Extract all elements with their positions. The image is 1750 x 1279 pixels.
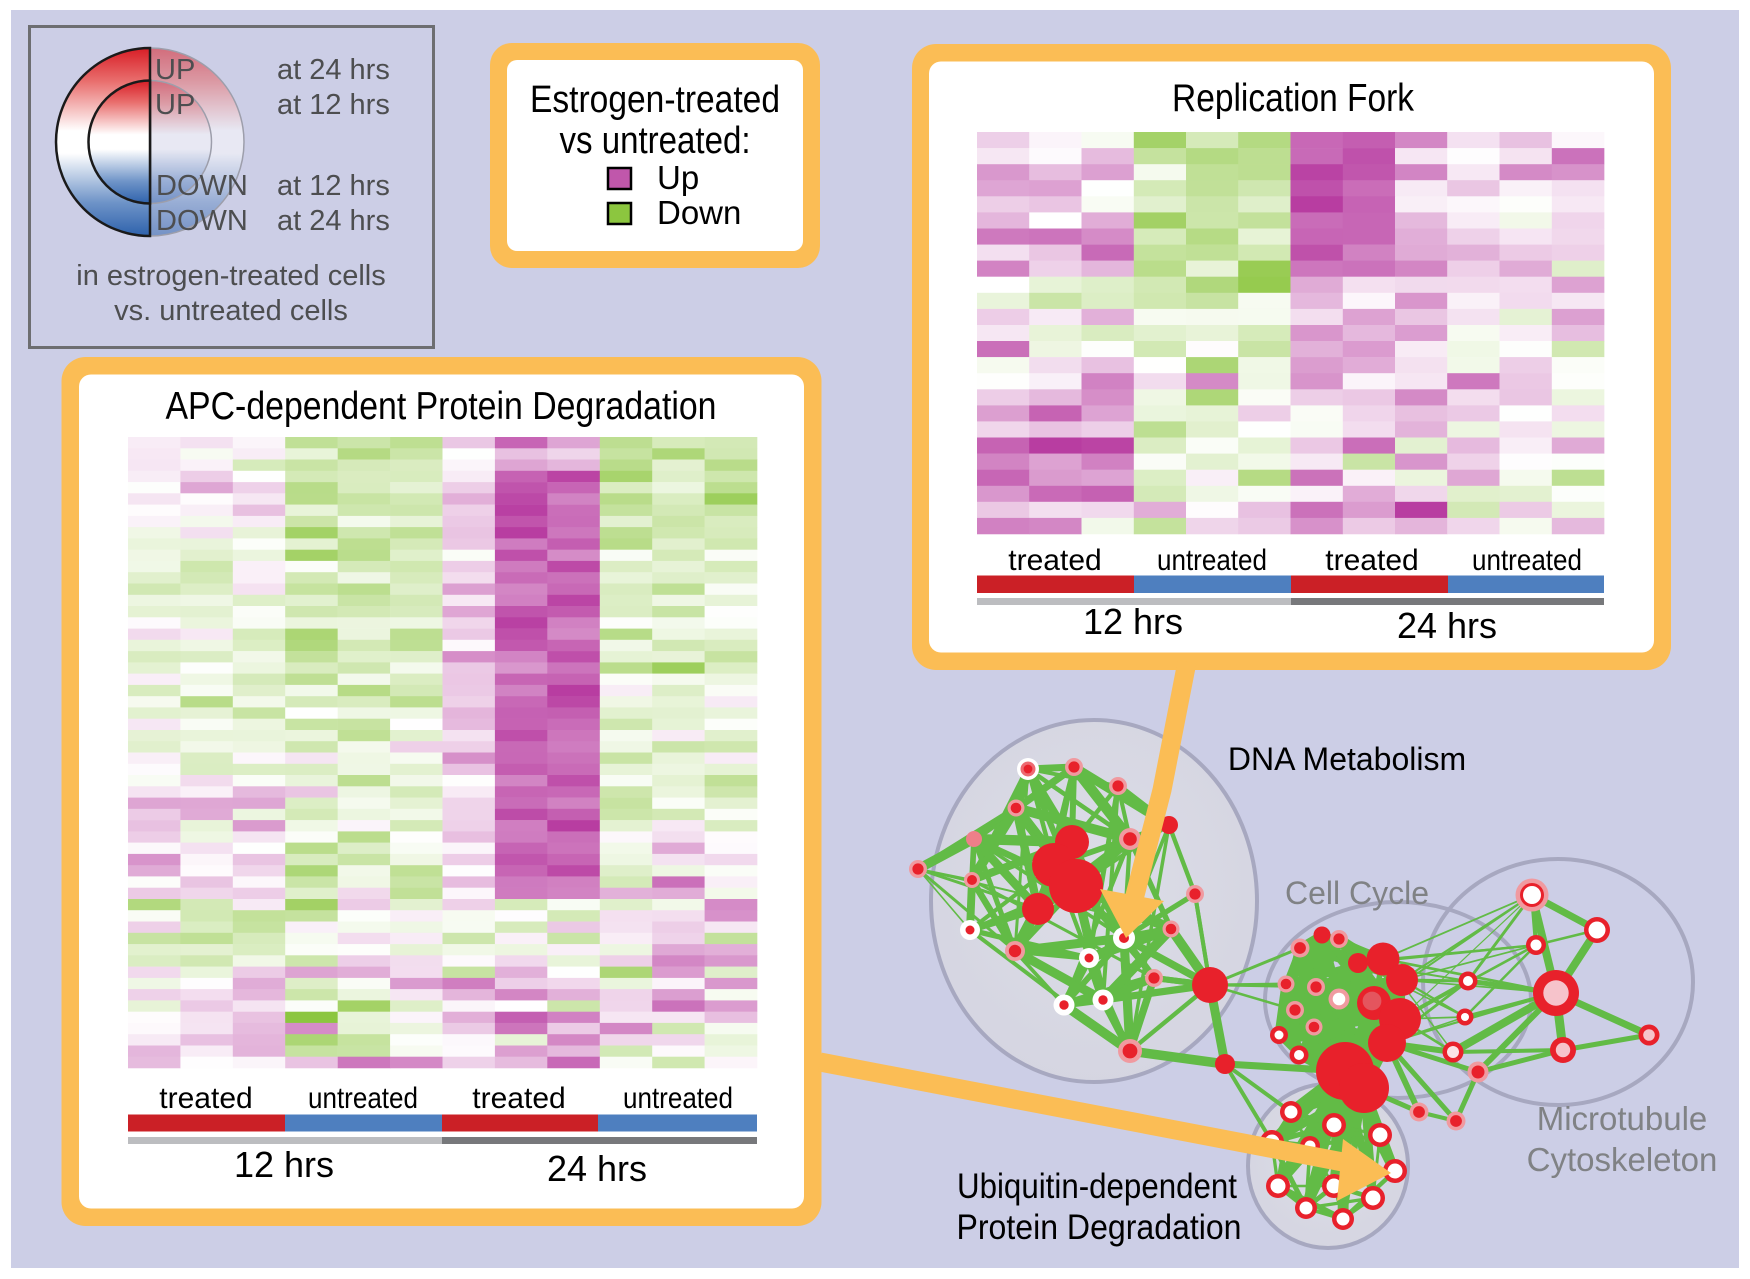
svg-text:Microtubule: Microtubule: [1537, 1100, 1708, 1137]
svg-text:treated: treated: [159, 1082, 252, 1115]
svg-text:UP: UP: [155, 54, 195, 86]
svg-text:DOWN: DOWN: [156, 205, 248, 237]
svg-text:12 hrs: 12 hrs: [1083, 601, 1183, 642]
svg-text:in estrogen-treated cells: in estrogen-treated cells: [76, 260, 386, 292]
svg-text:Estrogen-treated: Estrogen-treated: [530, 79, 780, 121]
svg-text:Down: Down: [657, 194, 741, 231]
svg-text:Replication Fork: Replication Fork: [1172, 77, 1414, 120]
svg-text:at 24 hrs: at 24 hrs: [277, 54, 390, 86]
svg-text:vs untreated:: vs untreated:: [560, 120, 751, 162]
svg-text:at 24 hrs: at 24 hrs: [277, 205, 390, 237]
svg-text:DNA Metabolism: DNA Metabolism: [1228, 741, 1466, 777]
svg-text:Cytoskeleton: Cytoskeleton: [1527, 1141, 1718, 1178]
svg-text:at 12 hrs: at 12 hrs: [277, 170, 390, 202]
svg-text:Up: Up: [657, 159, 699, 196]
svg-text:untreated: untreated: [1472, 544, 1582, 577]
svg-text:untreated: untreated: [308, 1082, 418, 1115]
svg-text:vs. untreated cells: vs. untreated cells: [114, 295, 348, 327]
svg-text:24 hrs: 24 hrs: [547, 1148, 647, 1189]
svg-text:DOWN: DOWN: [156, 170, 248, 202]
svg-text:treated: treated: [1325, 544, 1418, 577]
svg-text:12 hrs: 12 hrs: [234, 1144, 334, 1185]
svg-text:24 hrs: 24 hrs: [1397, 605, 1497, 646]
svg-text:UP: UP: [155, 89, 195, 121]
svg-text:at 12 hrs: at 12 hrs: [277, 89, 390, 121]
svg-text:Cell Cycle: Cell Cycle: [1285, 875, 1429, 911]
svg-text:Ubiquitin-dependent: Ubiquitin-dependent: [957, 1167, 1237, 1206]
svg-text:treated: treated: [472, 1082, 565, 1115]
svg-text:APC-dependent Protein Degradat: APC-dependent Protein Degradation: [166, 385, 717, 428]
svg-text:treated: treated: [1008, 544, 1101, 577]
svg-text:untreated: untreated: [623, 1082, 733, 1115]
svg-text:untreated: untreated: [1157, 544, 1267, 577]
svg-text:Protein Degradation: Protein Degradation: [957, 1208, 1242, 1247]
